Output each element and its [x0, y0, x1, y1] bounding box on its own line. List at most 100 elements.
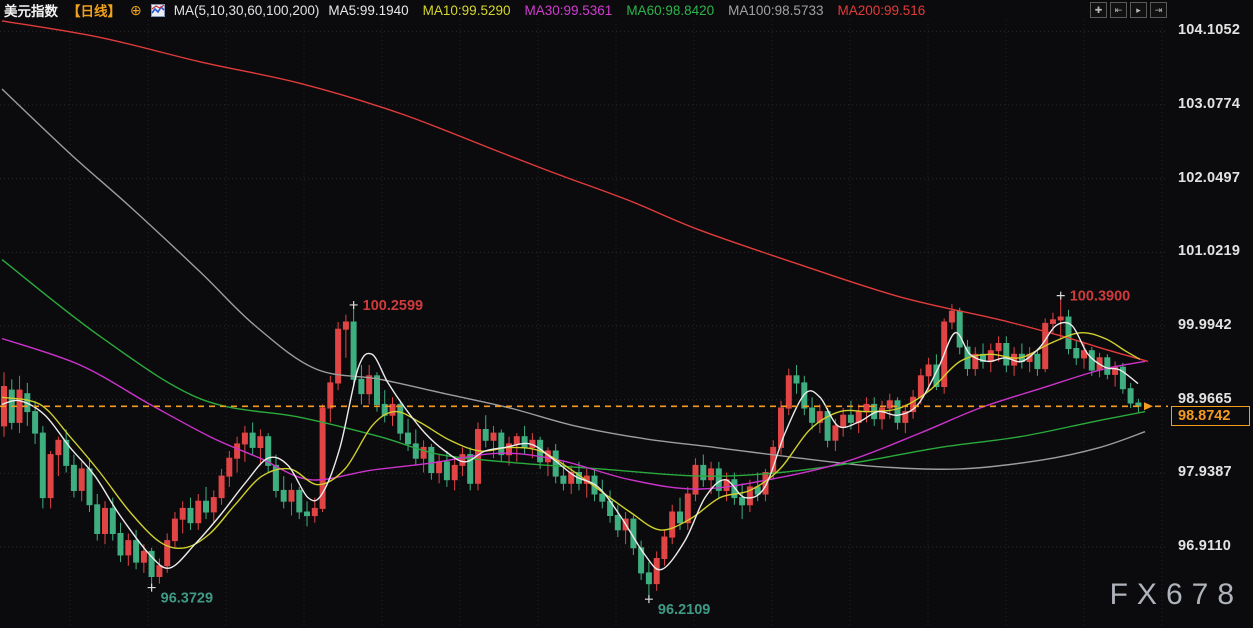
gridlines — [0, 20, 1168, 628]
candle — [467, 454, 474, 484]
ma-line-ma5 — [1, 321, 1139, 571]
candle — [102, 507, 108, 534]
candle — [824, 411, 831, 441]
candle — [793, 375, 800, 384]
low-price-label: 96.2109 — [658, 602, 710, 618]
candle — [490, 432, 497, 441]
candle — [840, 414, 847, 427]
candle — [677, 511, 683, 524]
candle — [987, 350, 994, 363]
candle — [109, 507, 116, 534]
period-selector[interactable]: 【日线】 — [67, 4, 121, 19]
scale-left-icon[interactable]: ⇤ — [1110, 2, 1127, 18]
candle — [195, 500, 202, 524]
candles — [1, 297, 1142, 598]
candle — [443, 461, 450, 481]
ma-legend-ma60: MA60:98.8420 — [626, 2, 715, 18]
candle — [311, 507, 318, 517]
candle — [816, 411, 823, 423]
candle — [280, 489, 287, 502]
candle — [1127, 388, 1134, 404]
candle — [832, 425, 839, 441]
candle — [1104, 357, 1111, 375]
candle — [521, 436, 528, 449]
ma-legend-ma200: MA200:99.516 — [837, 2, 926, 18]
candle — [436, 461, 443, 474]
candle — [715, 468, 722, 491]
candle — [1065, 316, 1072, 349]
candle — [886, 400, 893, 409]
candle — [956, 310, 963, 348]
candle — [653, 558, 660, 585]
candle — [179, 507, 186, 520]
candle — [39, 432, 46, 499]
candle — [148, 550, 155, 578]
candle — [560, 475, 567, 484]
candle — [708, 468, 715, 481]
candle — [746, 486, 753, 506]
candle — [1050, 319, 1056, 324]
candle — [568, 472, 575, 484]
chart-type-icon[interactable] — [150, 3, 165, 17]
extreme-marker-icon — [644, 595, 653, 604]
candle — [78, 468, 85, 491]
candle — [125, 540, 132, 556]
candle — [638, 547, 645, 574]
candle — [972, 353, 979, 370]
ma-legend-ma10: MA10:99.5290 — [422, 2, 511, 18]
ma-line-ma30 — [1, 337, 1146, 490]
candle — [459, 454, 466, 466]
symbol-title: 美元指数 — [4, 4, 58, 19]
candle — [420, 446, 427, 459]
ma-legend-ma5: MA5:99.1940 — [328, 2, 409, 18]
candle — [995, 343, 1002, 352]
candle — [366, 375, 373, 395]
ma-legend-ma30: MA30:99.5361 — [524, 2, 613, 18]
candle — [645, 572, 652, 585]
ma-legend: MA5:99.1940 MA10:99.5290 MA30:99.5361 MA60:… — [328, 3, 939, 18]
candle — [218, 475, 225, 499]
candle — [350, 321, 357, 380]
candle — [910, 396, 917, 413]
candle — [374, 375, 380, 405]
candle — [925, 364, 932, 377]
candle — [482, 429, 489, 441]
candle — [661, 536, 668, 559]
candle — [358, 378, 365, 395]
candle — [288, 489, 295, 502]
candle — [272, 464, 279, 491]
high-price-label: 100.2599 — [363, 298, 423, 314]
candle — [428, 446, 435, 473]
candle — [739, 497, 746, 506]
extreme-marker-icon — [1056, 291, 1065, 300]
candle — [241, 432, 248, 445]
candle — [86, 468, 93, 506]
candle — [210, 497, 217, 513]
candle — [513, 436, 520, 445]
detach-icon[interactable]: ⇥ — [1150, 2, 1167, 18]
candle — [63, 439, 70, 466]
candle — [342, 321, 349, 330]
chart-header: 美元指数 【日线】 ⊕ MA(5,10,30,60,100,200) MA5:9… — [4, 1, 939, 20]
candle — [16, 389, 23, 423]
ma-config-label: MA(5,10,30,60,100,200) — [173, 2, 320, 18]
candle — [731, 479, 738, 499]
candle — [1057, 316, 1064, 321]
candle — [140, 550, 147, 563]
candle — [700, 464, 707, 481]
candle — [1034, 353, 1041, 370]
candle — [94, 504, 101, 534]
scale-right-icon[interactable]: ▸ — [1130, 2, 1147, 18]
candle — [614, 515, 621, 531]
candle — [203, 500, 209, 513]
pan-icon[interactable]: ✚ — [1090, 2, 1107, 18]
price-arrow-icon — [1144, 402, 1153, 411]
chart-toolbar: ✚ ⇤ ▸ ⇥ — [1090, 2, 1167, 18]
add-indicator-icon[interactable]: ⊕ — [130, 2, 142, 18]
candle — [397, 403, 404, 434]
watermark: FX678 — [1109, 578, 1243, 611]
candle — [234, 443, 241, 459]
candle — [902, 411, 909, 423]
